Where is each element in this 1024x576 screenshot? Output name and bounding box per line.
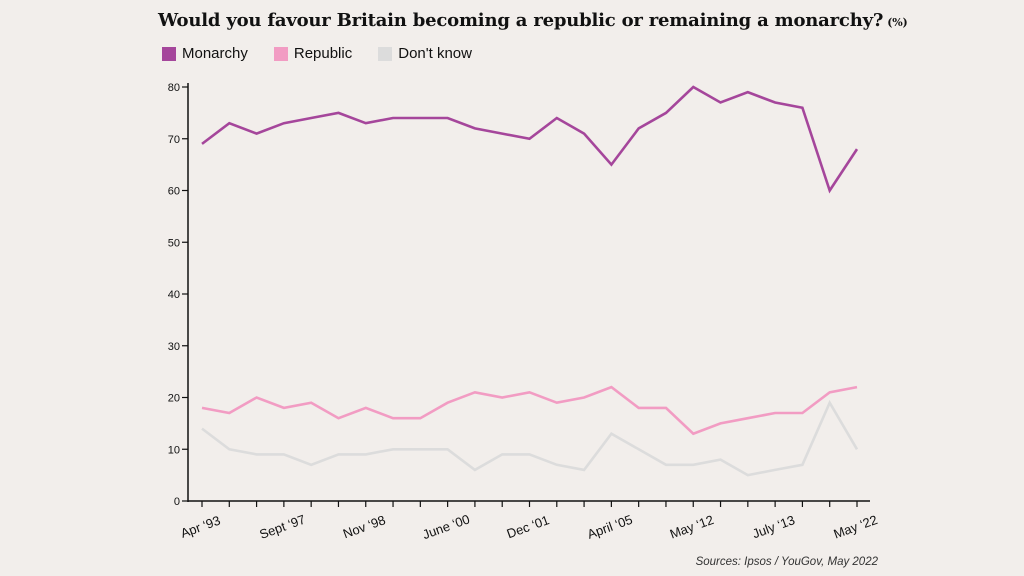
chart-title-text: Would you favour Britain becoming a repu… (158, 10, 884, 31)
series-line-republic (201, 385, 858, 436)
x-tick-label: Apr ‘93 (179, 513, 223, 541)
y-tick-label: 0 (174, 496, 180, 508)
y-tick-label: 10 (168, 444, 180, 456)
legend-label-dont-know: Don't know (398, 45, 472, 62)
y-tick-label: 40 (168, 289, 180, 301)
source-note: Sources: Ipsos / YouGov, May 2022 (695, 556, 878, 568)
x-tick-label: July ‘13 (750, 512, 797, 541)
series-line-monarchy (201, 85, 859, 194)
x-tick-label: Sept ‘97 (257, 512, 307, 542)
x-tick-label: June ‘00 (420, 511, 471, 542)
legend: Monarchy Republic Don't know (162, 45, 472, 62)
chart-title-unit: (%) (887, 16, 908, 29)
x-tick-label: Nov ‘98 (341, 512, 388, 541)
legend-swatch-republic (273, 46, 288, 61)
x-tick-label: May ‘12 (668, 512, 716, 542)
x-tick-label: Dec ‘01 (505, 512, 552, 541)
legend-item-republic: Republic (273, 45, 353, 62)
chart-title: Would you favour Britain becoming a repu… (158, 10, 908, 31)
x-tick-label: May ‘22 (832, 512, 880, 542)
y-tick-label: 80 (168, 82, 180, 94)
legend-label-republic: Republic (293, 45, 353, 62)
legend-label-monarchy: Monarchy (182, 45, 248, 62)
legend-swatch-monarchy (162, 46, 176, 61)
legend-item-monarchy: Monarchy (162, 45, 248, 62)
y-tick-label: 50 (168, 237, 180, 249)
series-line-don-t-know (201, 399, 859, 477)
legend-swatch-dont-know (378, 46, 393, 61)
y-tick-label: 30 (168, 341, 180, 353)
y-tick-label: 60 (168, 186, 180, 198)
x-tick-label: April ‘05 (585, 512, 634, 542)
legend-item-dont-know: Don't know (378, 45, 472, 62)
y-tick-label: 70 (168, 134, 180, 146)
y-tick-label: 20 (168, 393, 180, 405)
